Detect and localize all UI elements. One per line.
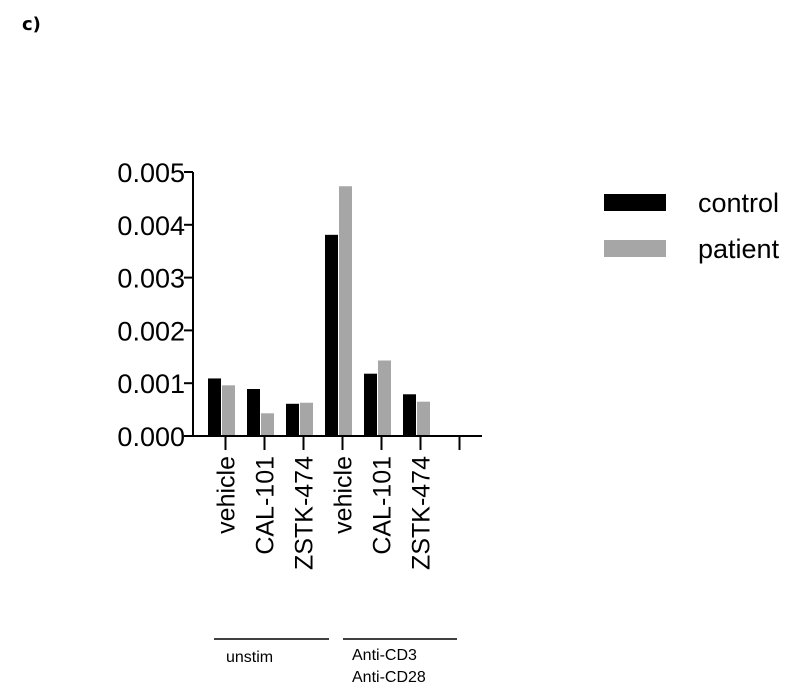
x-axis: vehicle CAL-101 ZSTK-474 vehicle CAL-101 ZSTK… bbox=[193, 435, 482, 570]
y-tick-label: 0.003 bbox=[117, 264, 185, 294]
legend-label-patient: patient bbox=[698, 234, 780, 264]
x-category-label: ZSTK-474 bbox=[408, 456, 436, 570]
bar-patient bbox=[378, 360, 391, 436]
y-tick-label: 0.004 bbox=[117, 211, 185, 241]
legend: control patient bbox=[604, 188, 780, 264]
y-tick-label: 0.000 bbox=[117, 422, 185, 452]
bar-control bbox=[364, 373, 377, 436]
y-tick-label: 0.002 bbox=[117, 316, 185, 346]
bar-control bbox=[286, 403, 299, 436]
bar-patient bbox=[222, 385, 235, 436]
legend-swatch-control bbox=[604, 194, 666, 211]
panel-label: c) bbox=[22, 14, 41, 35]
group-labels: unstim Anti-CD3 Anti-CD28 bbox=[214, 638, 457, 686]
group-label: Anti-CD28 bbox=[352, 669, 426, 686]
x-category-label: vehicle bbox=[330, 456, 358, 534]
legend-swatch-patient bbox=[604, 240, 666, 257]
legend-label-control: control bbox=[698, 188, 779, 218]
group-label: unstim bbox=[226, 649, 273, 666]
bar-control bbox=[325, 234, 338, 436]
bar-patient bbox=[300, 402, 313, 436]
x-category-label: CAL-101 bbox=[252, 456, 280, 555]
x-category-label: vehicle bbox=[213, 456, 241, 534]
x-category-label: CAL-101 bbox=[369, 456, 397, 555]
bar-control bbox=[403, 394, 416, 436]
y-tick-label: 0.005 bbox=[117, 158, 185, 188]
bar-patient bbox=[417, 401, 430, 436]
y-tick-label: 0.001 bbox=[117, 369, 185, 399]
bar-control bbox=[208, 378, 221, 436]
bar-patient bbox=[339, 186, 352, 436]
bar-patient bbox=[261, 413, 274, 436]
group-label: Anti-CD3 bbox=[352, 647, 417, 664]
y-axis: 0.000 0.001 0.002 0.003 0.004 0.005 bbox=[117, 158, 194, 452]
bars bbox=[208, 186, 430, 436]
bar-control bbox=[247, 389, 260, 436]
x-category-label: ZSTK-474 bbox=[291, 456, 319, 570]
